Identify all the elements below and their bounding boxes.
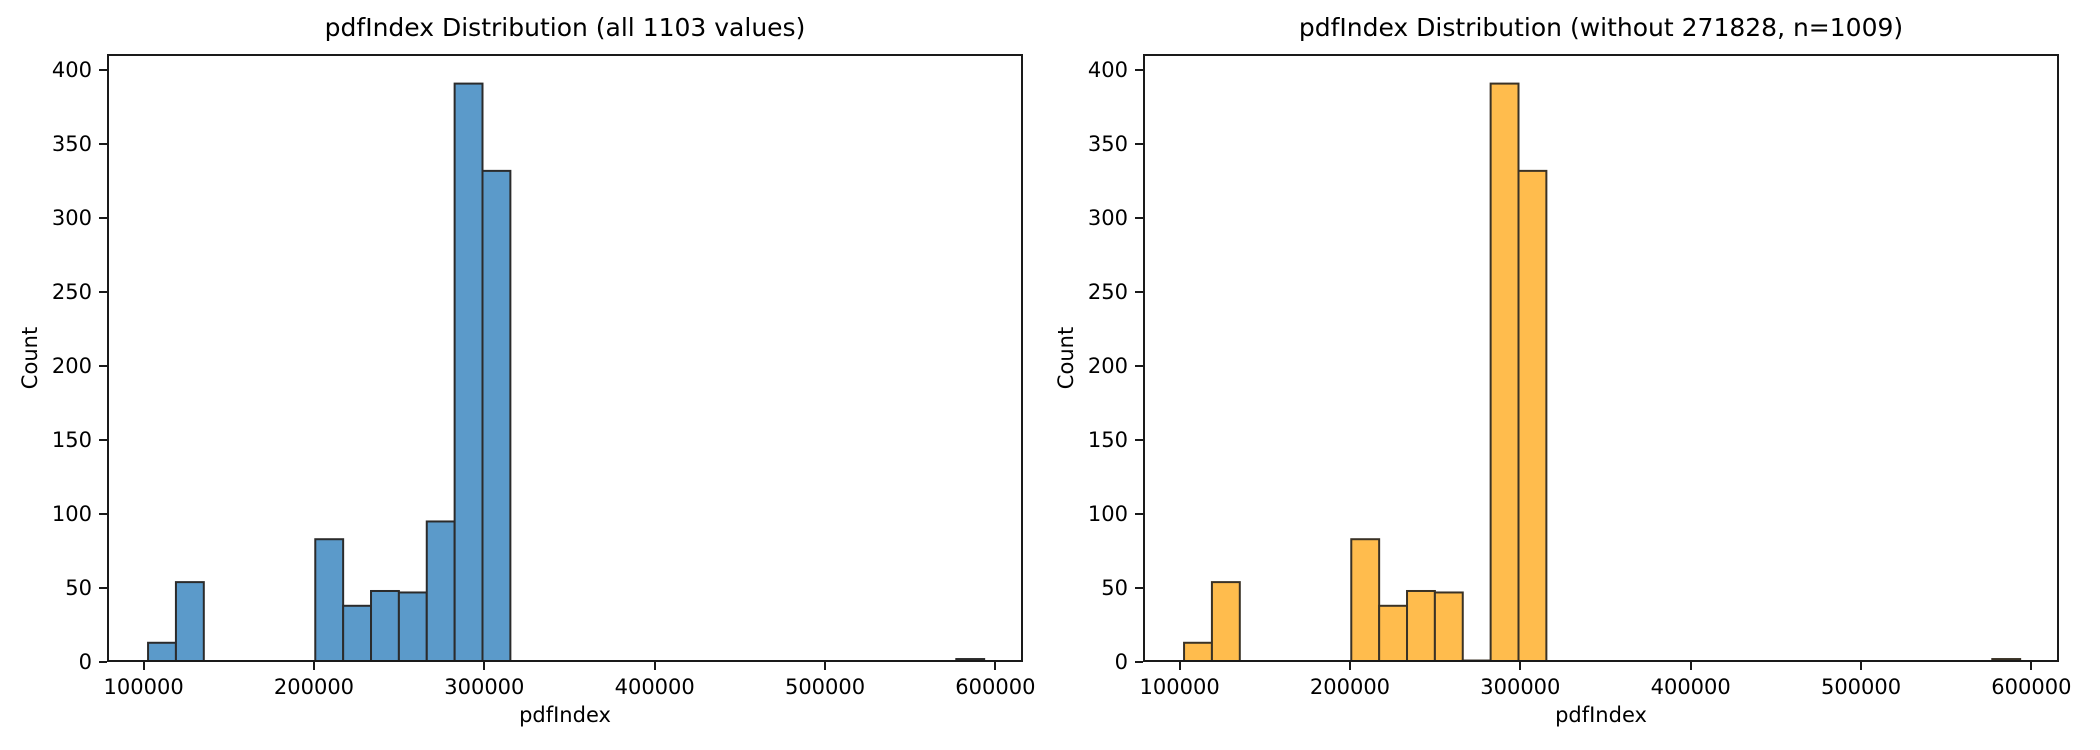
histogram-bar — [955, 658, 986, 660]
histogram-bar — [1489, 82, 1520, 660]
histogram-bar — [314, 538, 345, 660]
y-tick-label: 400 — [1087, 57, 1128, 82]
histogram-bar — [174, 581, 205, 660]
y-tick-label: 150 — [1087, 427, 1128, 452]
y-tick-mark — [1135, 661, 1143, 663]
y-tick-mark — [99, 587, 107, 590]
x-tick-label: 500000 — [1820, 675, 1902, 699]
x-tick-mark — [1519, 662, 1522, 670]
histogram-bar — [1210, 581, 1241, 660]
x-tick-mark — [312, 662, 315, 670]
x-tick-label: 200000 — [1309, 675, 1391, 699]
histogram-bar — [1406, 589, 1436, 660]
y-tick-label: 50 — [1101, 575, 1128, 600]
y-tick-mark — [99, 439, 107, 442]
x-tick-mark — [142, 662, 145, 670]
y-tick-label: 200 — [1087, 353, 1128, 378]
histogram-bar — [1517, 169, 1548, 660]
x-axis-label: pdfIndex — [519, 703, 611, 727]
y-tick-mark — [1135, 439, 1143, 442]
x-tick-mark — [1348, 662, 1351, 670]
histogram-bar — [1433, 591, 1464, 660]
y-tick-mark — [99, 661, 107, 663]
bars-svg — [147, 82, 986, 660]
x-tick-mark — [1178, 662, 1181, 670]
x-tick-label: 100000 — [1139, 675, 1220, 699]
y-tick-label: 0 — [1114, 649, 1128, 674]
y-tick-label: 100 — [51, 501, 92, 526]
y-tick-label: 0 — [78, 649, 92, 674]
y-tick-label: 250 — [1087, 279, 1128, 304]
axes — [107, 54, 1023, 662]
x-tick-label: 100000 — [103, 675, 184, 699]
y-tick-mark — [99, 513, 107, 516]
histogram-bar — [453, 82, 484, 660]
y-tick-mark — [1135, 217, 1143, 220]
y-tick-mark — [99, 365, 107, 368]
plot-title: pdfIndex Distribution (all 1103 values) — [324, 13, 806, 42]
x-tick-label: 400000 — [1650, 675, 1731, 699]
y-tick-mark — [1135, 587, 1143, 590]
histogram-bar — [481, 169, 512, 660]
x-tick-label: 500000 — [784, 675, 866, 699]
y-tick-mark — [99, 69, 107, 72]
y-tick-label: 350 — [51, 131, 92, 156]
x-tick-mark — [653, 662, 656, 670]
x-tick-mark — [1689, 662, 1692, 670]
y-tick-label: 350 — [1087, 131, 1128, 156]
y-tick-mark — [1135, 291, 1143, 294]
y-tick-mark — [1135, 143, 1143, 146]
y-tick-label: 100 — [1087, 501, 1128, 526]
x-tick-label: 600000 — [955, 675, 1036, 699]
histogram-bar — [1350, 538, 1381, 660]
histogram-bar — [1183, 641, 1213, 660]
x-tick-label: 300000 — [1480, 675, 1561, 699]
y-tick-label: 50 — [65, 575, 92, 600]
x-tick-label: 200000 — [273, 675, 355, 699]
y-tick-mark — [99, 217, 107, 220]
histogram-bar — [1991, 658, 2022, 660]
x-tick-label: 300000 — [444, 675, 525, 699]
x-tick-label: 600000 — [1991, 675, 2072, 699]
x-axis-label: pdfIndex — [1555, 703, 1647, 727]
x-tick-mark — [1860, 662, 1863, 670]
x-tick-label: 400000 — [614, 675, 695, 699]
y-tick-mark — [99, 291, 107, 294]
histogram-bar — [1378, 604, 1409, 660]
y-tick-label: 250 — [51, 279, 92, 304]
x-tick-mark — [2030, 662, 2033, 670]
x-tick-mark — [994, 662, 997, 670]
axes — [1143, 54, 2059, 662]
y-tick-label: 150 — [51, 427, 92, 452]
y-tick-mark — [1135, 69, 1143, 72]
y-tick-mark — [1135, 365, 1143, 368]
y-tick-label: 400 — [51, 57, 92, 82]
y-tick-label: 200 — [51, 353, 92, 378]
y-tick-label: 300 — [1087, 205, 1128, 230]
y-tick-label: 300 — [51, 205, 92, 230]
plot-title: pdfIndex Distribution (without 271828, n… — [1298, 13, 1904, 42]
bars-svg — [1183, 82, 2022, 660]
x-tick-mark — [824, 662, 827, 670]
y-tick-mark — [1135, 513, 1143, 516]
y-tick-mark — [99, 143, 107, 146]
x-tick-mark — [483, 662, 486, 670]
